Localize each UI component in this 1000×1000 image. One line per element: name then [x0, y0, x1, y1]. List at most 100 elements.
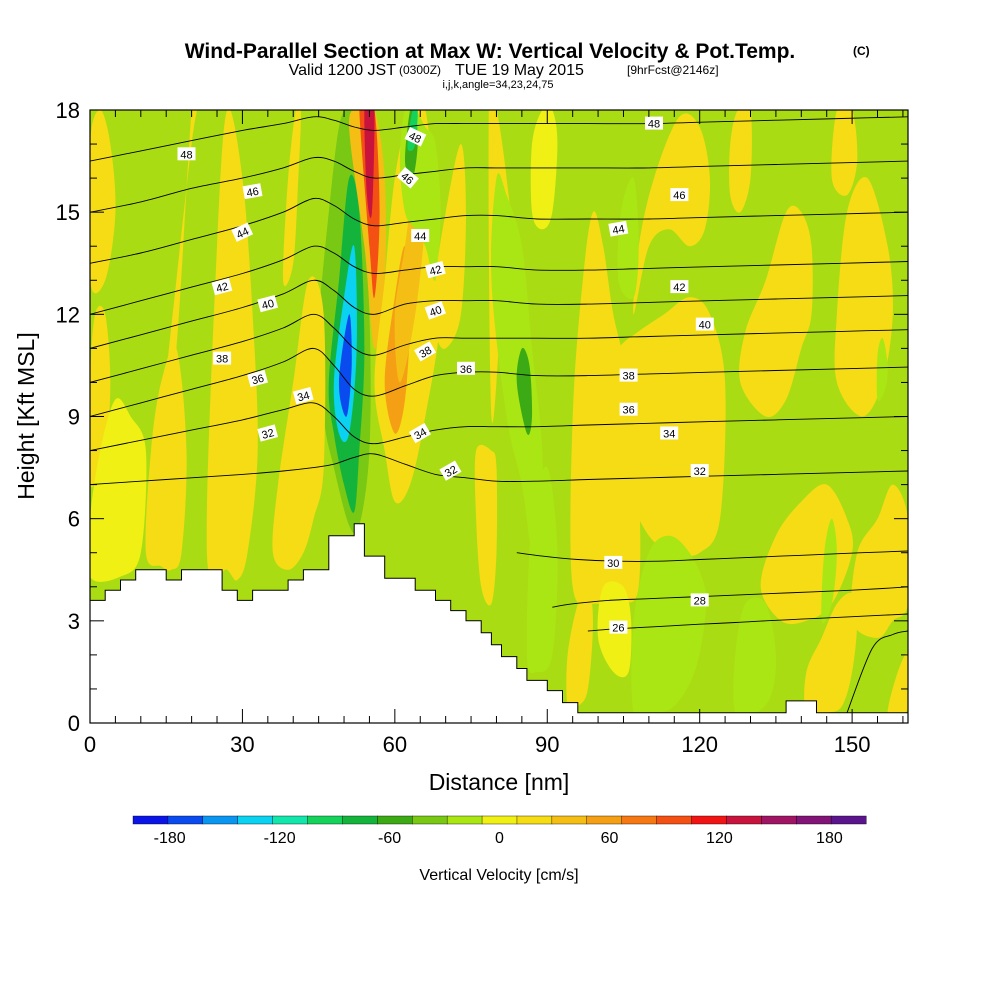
theta-label-box: [608, 220, 629, 237]
theta-label-box: [411, 229, 430, 242]
x-tick-label: 120: [681, 732, 718, 757]
w-region-35: [821, 518, 837, 624]
theta-label-8: 32: [257, 424, 279, 442]
theta-label-text: 46: [246, 186, 260, 200]
colorbar-swatch: [307, 815, 343, 825]
theta-label-box: [695, 317, 714, 331]
theta-label-text: 36: [460, 364, 472, 376]
theta-label-22: 40: [695, 317, 714, 332]
theta-contour-26: [587, 613, 908, 632]
colorbar-swatch: [132, 815, 169, 825]
chart-subtitle-valid: Valid 1200 JST: [289, 62, 397, 79]
w-region-41: [526, 466, 558, 674]
theta-label-text: 32: [443, 464, 460, 481]
y-tick-label: 12: [56, 302, 80, 327]
y-tick-label: 6: [68, 507, 80, 532]
theta-label-box: [213, 351, 232, 365]
y-axis-label: Height [Kft MSL]: [13, 332, 39, 499]
theta-label-text: 40: [261, 298, 276, 313]
theta-label-box: [414, 341, 437, 362]
theta-label-text: 38: [417, 344, 434, 361]
theta-label-11: 44: [411, 229, 430, 243]
theta-label-7: 34: [292, 387, 314, 405]
theta-label-box: [231, 222, 254, 242]
theta-label-box: [257, 295, 279, 313]
theta-label-23: 38: [619, 368, 638, 383]
theta-label-16: 34: [408, 422, 431, 444]
theta-label-box: [690, 464, 709, 477]
potential-temperature-contours: [90, 116, 908, 713]
theta-label-box: [439, 460, 462, 481]
theta-label-text: 40: [699, 320, 711, 332]
colorbar-swatch: [795, 815, 832, 825]
w-region-23: [272, 276, 326, 570]
colorbar-swatch: [621, 815, 658, 825]
theta-label-box: [457, 361, 475, 375]
theta-label-box: [619, 368, 638, 382]
colorbar-tick-label: -120: [264, 830, 296, 847]
w-region-27: [633, 113, 711, 315]
w-region-14: [474, 444, 498, 606]
w-region-28: [739, 205, 813, 418]
colorbar-swatch: [726, 815, 762, 825]
chart-subtitle-indices: i,j,k,angle=34,23,24,75: [442, 79, 553, 91]
y-tick-label: 0: [68, 711, 80, 736]
chart-subtitle-utc: (0300Z): [399, 63, 441, 77]
x-tick-label: 60: [383, 732, 407, 757]
theta-label-text: 38: [216, 354, 228, 366]
theta-label-text: 44: [235, 225, 251, 241]
colorbar-tick-label: 120: [706, 830, 733, 847]
w-region-24: [282, 110, 301, 287]
theta-contour-48: [90, 116, 908, 162]
colorbar-swatch: [761, 815, 797, 825]
theta-label-29: 26: [609, 620, 628, 635]
theta-label-text: 38: [622, 371, 634, 383]
y-axis-tick-labels: 0 3 6 9 12 15 18: [56, 98, 80, 736]
colorbar-tick-label: 0: [495, 830, 504, 847]
chart-subtitle-fcst: [9hrFcst@2146z]: [627, 63, 719, 77]
y-tick-label: 18: [56, 98, 80, 123]
x-tick-label: 90: [535, 732, 559, 757]
chart-subtitle-date: TUE 19 May 2015: [455, 62, 584, 79]
colorbar-swatch: [446, 815, 483, 825]
theta-label-24: 36: [619, 402, 638, 417]
theta-label-text: 48: [648, 119, 660, 131]
colorbar-tick-label: -180: [154, 830, 186, 847]
theta-label-text: 26: [612, 623, 624, 635]
theta-label-text: 28: [694, 595, 706, 607]
w-region-13: [434, 144, 466, 349]
theta-label-28: 28: [690, 593, 709, 607]
theta-contour-32: [90, 453, 908, 486]
theta-label-text: 40: [428, 304, 444, 319]
theta-contour-38: [90, 313, 908, 383]
theta-label-6: 36: [247, 369, 268, 388]
theta-label-box: [177, 147, 196, 161]
theta-label-text: 48: [407, 130, 423, 146]
x-axis-tick-labels: 0 30 60 90 120 150: [84, 732, 871, 757]
theta-label-box: [396, 166, 419, 189]
theta-label-box: [690, 593, 709, 607]
theta-label-box: [292, 387, 314, 405]
theta-label-text: 44: [611, 223, 625, 237]
theta-label-18: 48: [645, 116, 663, 131]
theta-label-text: 36: [250, 373, 265, 388]
theta-label-text: 34: [663, 429, 675, 441]
colorbar-swatch: [586, 815, 623, 825]
theta-label-9: 48: [404, 127, 427, 147]
theta-label-text: 32: [261, 427, 276, 442]
y-axis-ticks: [90, 109, 908, 724]
colorbar-swatch: [516, 815, 553, 825]
w-region-46: [876, 337, 888, 402]
chart-title: Wind-Parallel Section at Max W: Vertical…: [185, 40, 796, 63]
colorbar-tick-label: -60: [378, 830, 401, 847]
theta-label-25: 34: [660, 426, 679, 441]
theta-label-text: 46: [673, 190, 685, 202]
w-region-34: [887, 653, 908, 717]
theta-label-text: 30: [607, 558, 619, 570]
theta-label-text: 34: [296, 390, 311, 405]
w-region-33: [804, 592, 858, 717]
vertical-velocity-fill: [90, 110, 908, 720]
theta-label-box: [211, 278, 233, 296]
colorbar-swatch: [167, 815, 204, 825]
theta-label-box: [645, 116, 663, 130]
